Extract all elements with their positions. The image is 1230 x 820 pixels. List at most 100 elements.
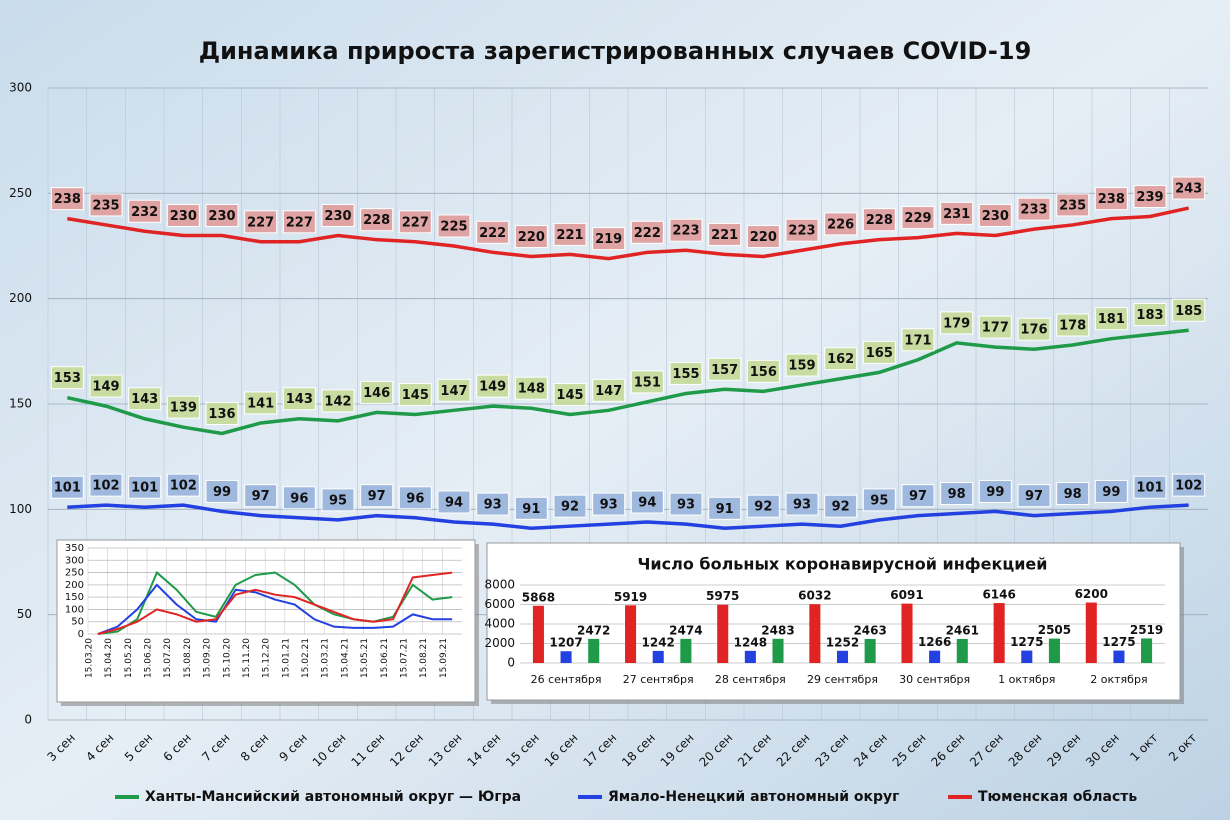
bar — [625, 605, 637, 663]
data-label: 93 — [600, 498, 618, 513]
data-label-box — [630, 370, 664, 394]
data-label-box — [166, 473, 200, 497]
data-label: 1248 — [734, 635, 767, 649]
bar — [1113, 650, 1125, 663]
y-tick-label: 0 — [78, 629, 84, 640]
data-label: 94 — [445, 495, 463, 510]
data-label-box — [244, 484, 278, 508]
data-label: 102 — [1175, 479, 1202, 494]
data-label: 91 — [716, 502, 734, 517]
data-label: 2519 — [1130, 623, 1163, 637]
bar — [1085, 602, 1097, 663]
data-label: 1207 — [549, 636, 582, 650]
data-label: 155 — [672, 367, 699, 382]
data-label: 2474 — [669, 623, 702, 637]
data-label-box — [514, 225, 548, 249]
data-label: 101 — [54, 481, 81, 496]
x-tick-label: 15.12.20 — [262, 638, 272, 678]
bar — [836, 650, 849, 663]
data-label-box — [1094, 307, 1128, 331]
bar — [1048, 638, 1060, 663]
data-label: 95 — [870, 493, 888, 508]
x-tick-label: 29 сентября — [807, 673, 878, 686]
y-tick-label: 100 — [9, 502, 32, 516]
data-label: 222 — [634, 226, 661, 241]
data-label: 230 — [324, 209, 351, 224]
data-label: 92 — [754, 500, 772, 515]
x-tick-label: 15.09.20 — [203, 638, 213, 678]
data-label: 183 — [1136, 308, 1163, 323]
data-label-box — [592, 492, 626, 516]
data-label-box — [940, 201, 974, 225]
data-label: 162 — [827, 352, 854, 367]
data-label-box — [978, 479, 1012, 503]
data-label: 99 — [213, 485, 231, 500]
data-label-box — [824, 212, 858, 236]
data-label: 6200 — [1075, 587, 1108, 601]
y-tick-label: 50 — [71, 617, 84, 628]
data-label-box — [89, 473, 123, 497]
data-label-box — [321, 389, 355, 413]
data-label: 181 — [1098, 312, 1125, 327]
data-label: 2483 — [761, 623, 794, 637]
data-label-box — [398, 383, 432, 407]
data-label: 1266 — [918, 635, 951, 649]
data-label-box — [244, 210, 278, 234]
data-label: 143 — [131, 392, 158, 407]
data-label-box — [321, 203, 355, 227]
y-tick-label: 200 — [65, 580, 84, 591]
data-label: 226 — [827, 217, 854, 232]
y-tick-label: 200 — [9, 291, 32, 305]
data-label: 1252 — [826, 635, 859, 649]
data-label: 179 — [943, 316, 970, 331]
x-tick-label: 15.11.20 — [242, 638, 252, 678]
data-label: 223 — [672, 224, 699, 239]
data-label: 229 — [904, 211, 931, 226]
data-label-box — [708, 222, 742, 246]
inset-frame — [486, 542, 1181, 701]
data-label-box — [476, 374, 510, 398]
data-label: 92 — [832, 500, 850, 515]
data-label-box — [476, 220, 510, 244]
data-label-box — [862, 488, 896, 512]
data-label-box — [901, 484, 935, 508]
series-line — [67, 503, 1189, 531]
data-label-box — [128, 475, 162, 499]
data-label-box — [862, 340, 896, 364]
y-tick-label: 300 — [9, 81, 32, 95]
data-label: 176 — [1020, 323, 1047, 338]
data-label-box — [205, 203, 239, 227]
data-label: 101 — [131, 481, 158, 496]
data-label-box — [282, 486, 316, 510]
data-label: 239 — [1136, 190, 1163, 205]
data-label: 142 — [324, 394, 351, 409]
data-label: 139 — [170, 401, 197, 416]
data-label-box — [1133, 475, 1167, 499]
x-tick-label: 15.04.20 — [104, 638, 114, 678]
y-tick-label: 50 — [17, 607, 32, 621]
data-label-box — [50, 366, 84, 390]
data-label-box — [630, 220, 664, 244]
data-label: 159 — [788, 359, 815, 374]
data-label: 238 — [54, 192, 81, 207]
data-label: 97 — [909, 489, 927, 504]
data-label-box — [514, 376, 548, 400]
data-label: 230 — [208, 209, 235, 224]
data-label: 185 — [1175, 304, 1202, 319]
data-label: 147 — [440, 384, 467, 399]
data-label: 146 — [363, 386, 390, 401]
data-label: 102 — [92, 479, 119, 494]
bar — [809, 604, 821, 663]
y-tick-label: 100 — [65, 604, 84, 615]
data-label-box — [978, 203, 1012, 227]
data-label: 97 — [1025, 489, 1043, 504]
data-label: 228 — [363, 213, 390, 228]
bar — [864, 638, 876, 663]
x-tick-label: 15.05.21 — [360, 638, 370, 678]
data-label: 225 — [440, 220, 467, 235]
data-label: 230 — [982, 209, 1009, 224]
data-label-box — [128, 199, 162, 223]
data-label-box — [89, 374, 123, 398]
series-line — [97, 583, 453, 635]
data-label: 93 — [793, 498, 811, 513]
